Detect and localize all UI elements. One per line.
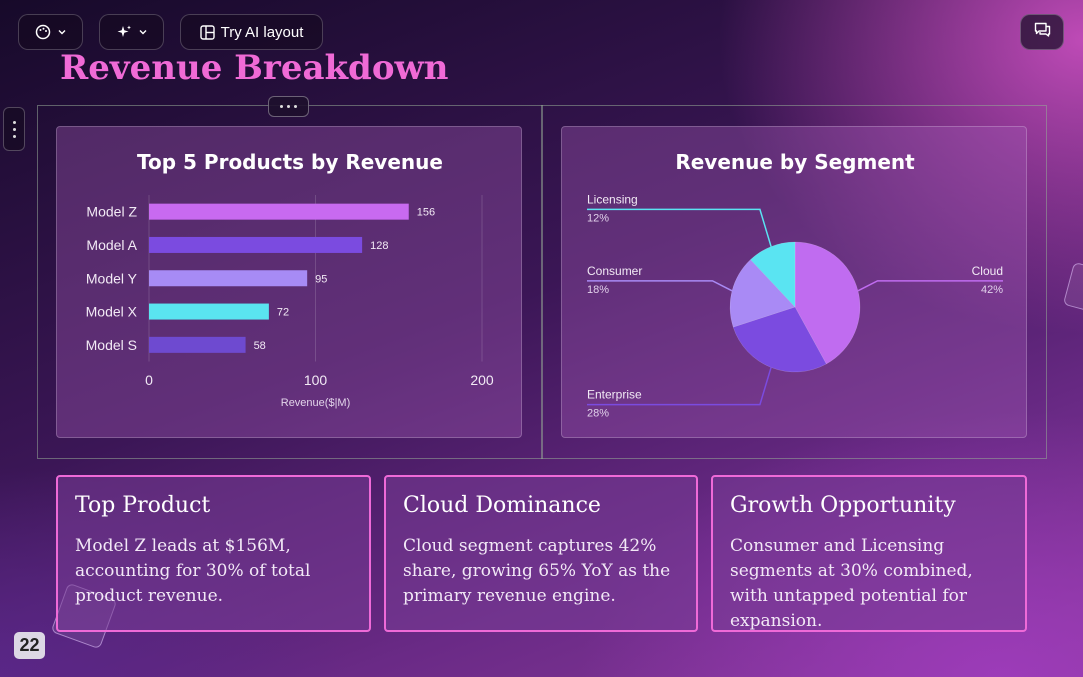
slice-label: Consumer xyxy=(587,264,642,278)
frame-divider xyxy=(541,105,543,459)
bar-chart: Top 5 Products by Revenue 0 100 200 Model Z 1… xyxy=(86,150,494,409)
card-body: Cloud segment captures 42% share, growin… xyxy=(403,536,671,606)
decorative-cube xyxy=(1062,261,1083,313)
slice-label: Licensing xyxy=(587,192,638,206)
data-label: 72 xyxy=(277,307,289,319)
data-label: 58 xyxy=(254,340,266,352)
side-drag-handle[interactable] xyxy=(3,107,25,151)
info-card-cloud-dominance: Cloud Dominance Cloud segment captures 4… xyxy=(384,475,698,632)
leader-line xyxy=(587,280,733,292)
data-label: 128 xyxy=(370,240,388,252)
card-title: Growth Opportunity xyxy=(730,493,956,518)
pie-chart: Revenue by Segment Cloud 42% Enterprise 28% C… xyxy=(587,150,1003,420)
category-label: Model X xyxy=(86,304,138,320)
chevron-down-icon xyxy=(138,27,148,37)
slice-label: Cloud xyxy=(972,264,1003,278)
chevron-down-icon xyxy=(57,27,67,37)
bar xyxy=(149,336,246,353)
category-label: Model A xyxy=(86,237,137,253)
slice-value-label: 18% xyxy=(587,284,609,296)
x-tick-label: 0 xyxy=(145,372,153,388)
info-card-top-product: Top Product Model Z leads at $156M, acco… xyxy=(56,475,371,632)
x-axis-label: Revenue($|M) xyxy=(281,397,351,409)
bar-chart-title: Top 5 Products by Revenue xyxy=(137,150,443,174)
pie-chart-card: Revenue by Segment Cloud 42% Enterprise 28% C… xyxy=(561,126,1027,438)
slice-value-label: 42% xyxy=(981,284,1003,296)
pie-slice xyxy=(729,259,796,328)
category-label: Model Z xyxy=(86,204,137,220)
card-body: Model Z leads at $156M, accounting for 3… xyxy=(75,536,311,606)
page-number: 22 xyxy=(14,632,45,659)
card-title: Top Product xyxy=(75,493,211,518)
chat-icon xyxy=(1034,22,1051,42)
frame-options-handle[interactable] xyxy=(268,96,309,117)
try-ai-layout-label: Try AI layout xyxy=(220,23,304,41)
bar xyxy=(149,236,363,253)
slide-title: Revenue Breakdown xyxy=(60,48,449,88)
layout-grid-icon xyxy=(199,24,215,40)
x-tick-label: 200 xyxy=(470,372,494,388)
data-label: 156 xyxy=(417,207,435,219)
leader-line xyxy=(587,208,772,247)
x-tick-label: 100 xyxy=(304,372,328,388)
leader-line xyxy=(587,367,772,406)
chat-button[interactable] xyxy=(1020,14,1064,50)
leader-line xyxy=(857,280,1003,292)
bar xyxy=(149,270,308,287)
try-ai-layout-button[interactable]: Try AI layout xyxy=(180,14,323,50)
pie-chart-title: Revenue by Segment xyxy=(675,150,915,174)
bar-chart-card: Top 5 Products by Revenue 0 100 200 Model Z 1… xyxy=(56,126,522,438)
info-card-growth-opportunity: Growth Opportunity Consumer and Licensin… xyxy=(711,475,1027,632)
theme-button[interactable] xyxy=(18,14,83,50)
palette-icon xyxy=(35,24,51,40)
data-label: 95 xyxy=(315,273,327,285)
category-label: Model S xyxy=(86,337,137,353)
sparkles-icon xyxy=(116,24,132,40)
slice-label: Enterprise xyxy=(587,388,642,402)
card-title: Cloud Dominance xyxy=(403,493,601,518)
bar xyxy=(149,303,269,320)
category-label: Model Y xyxy=(86,270,138,286)
ai-menu-button[interactable] xyxy=(99,14,164,50)
slice-value-label: 28% xyxy=(587,408,609,420)
card-body: Consumer and Licensing segments at 30% c… xyxy=(730,536,973,631)
slice-value-label: 12% xyxy=(587,212,609,224)
bar xyxy=(149,203,409,220)
